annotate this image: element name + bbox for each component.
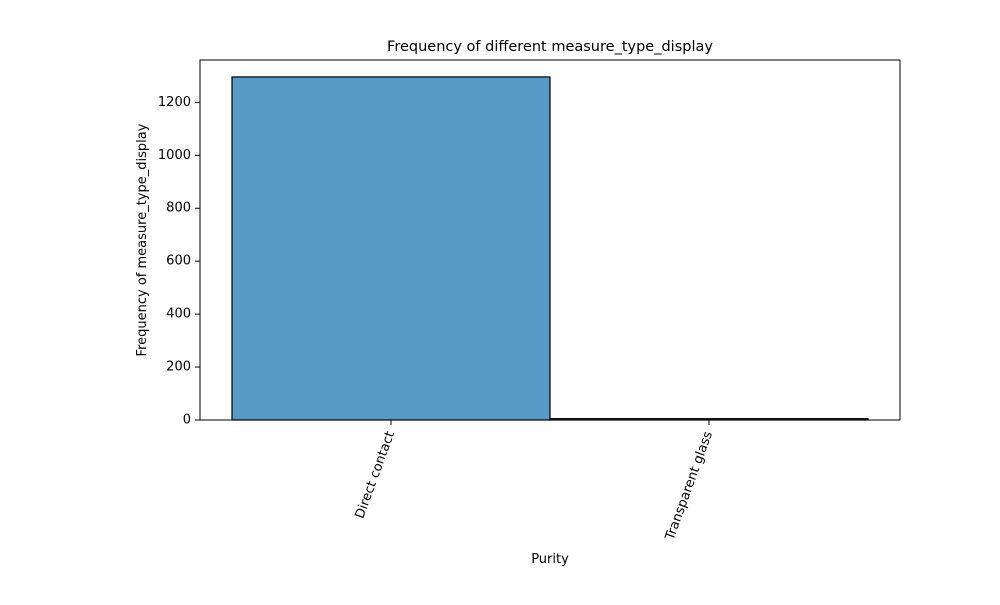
y-tick-label: 600 [166,254,191,269]
y-tick-label: 1000 [158,148,191,163]
y-axis-ticks: 0 200 400 600 800 1000 1200 [158,95,200,428]
plot-area-frame [199,59,901,421]
bars-layer [231,76,869,421]
y-tick-label: 800 [166,201,191,216]
chart-title: Frequency of different measure_type_disp… [387,39,713,55]
y-axis-label: Frequency of measure_type_display [135,123,150,356]
x-axis-label: Purity [531,552,569,567]
y-tick-label: 1200 [158,95,191,110]
bar-direct-contact [231,76,551,421]
y-tick-label: 400 [166,307,191,322]
y-tick-label: 0 [183,413,191,428]
y-tick-label: 200 [166,360,191,375]
